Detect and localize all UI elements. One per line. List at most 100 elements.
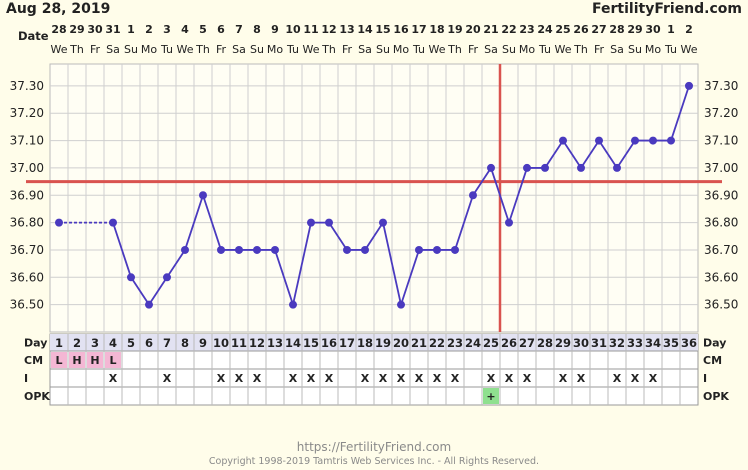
intercourse-mark: X: [163, 372, 172, 385]
weekday-label: Th: [573, 43, 588, 56]
y-tick-label-left: 36.80: [10, 216, 44, 230]
date-label: 14: [357, 23, 373, 36]
intercourse-mark: X: [415, 372, 424, 385]
temperature-point: [613, 163, 621, 172]
temperature-segment: [166, 249, 186, 278]
weekday-label: Tu: [160, 43, 173, 56]
opk-row-label-right: OPK: [703, 390, 729, 403]
temperature-segment: [364, 222, 384, 251]
weekday-label: Tu: [538, 43, 551, 56]
date-label: 26: [573, 23, 589, 36]
intercourse-mark: X: [307, 372, 316, 385]
temperature-point: [163, 273, 171, 282]
date-label: 19: [447, 23, 462, 36]
weekday-label: Mo: [519, 43, 535, 56]
opk-value: +: [486, 390, 495, 403]
footer-url: https://FertilityFriend.com: [296, 440, 452, 454]
cm-value: H: [72, 354, 81, 367]
day-number: 17: [339, 336, 355, 350]
date-label: 13: [339, 23, 354, 36]
temperature-segment: [472, 167, 492, 196]
weekday-label: Sa: [232, 43, 246, 56]
temperature-segment: [112, 222, 132, 278]
temperature-segment: [148, 276, 168, 306]
cm-cell: [87, 352, 103, 368]
temperature-point: [631, 136, 639, 145]
temperature-segment: [508, 167, 528, 223]
temperature-point: [325, 218, 333, 227]
intercourse-mark: X: [577, 372, 586, 385]
date-label: 17: [411, 23, 426, 36]
weekday-label: Th: [69, 43, 84, 56]
temperature-segment: [400, 249, 420, 305]
temperature-point: [649, 136, 657, 145]
temperature-segment: [490, 167, 510, 223]
intercourse-mark: X: [289, 372, 298, 385]
date-label: 7: [235, 23, 243, 36]
temperature-point: [289, 300, 297, 309]
y-tick-label-left: 36.90: [10, 188, 44, 202]
day-number: 32: [609, 336, 625, 350]
chart-date-title: Aug 28, 2019: [6, 1, 111, 17]
opk-row-label-left: OPK: [24, 390, 50, 403]
weekday-label: We: [555, 43, 572, 56]
y-tick-label-right: 36.80: [704, 216, 738, 230]
temperature-point: [559, 136, 567, 145]
date-label: 1: [127, 23, 135, 36]
weekday-label: Tu: [412, 43, 425, 56]
day-number: 30: [573, 336, 589, 350]
temperature-segment: [292, 222, 312, 305]
date-label: 24: [537, 23, 553, 36]
intercourse-mark: X: [559, 372, 568, 385]
day-number: 8: [181, 336, 189, 350]
date-label: 2: [145, 23, 153, 36]
intercourse-mark: X: [361, 372, 370, 385]
temperature-point: [253, 245, 261, 254]
date-label: 3: [163, 23, 171, 36]
weekday-label: Tu: [286, 43, 299, 56]
intercourse-mark: X: [487, 372, 496, 385]
weekday-label: We: [51, 43, 68, 56]
date-label: 30: [87, 23, 103, 36]
temperature-point: [415, 245, 423, 254]
intercourse-mark: X: [505, 372, 514, 385]
intercourse-mark: X: [397, 372, 406, 385]
y-tick-label-left: 37.00: [10, 161, 44, 175]
weekday-label: Su: [502, 43, 516, 56]
cm-cell: [105, 352, 121, 368]
weekday-label: We: [429, 43, 446, 56]
intercourse-mark: X: [109, 372, 118, 385]
day-number: 24: [465, 336, 481, 350]
date-label: 30: [645, 23, 661, 36]
weekday-label: Su: [124, 43, 138, 56]
i-row-label-right: I: [703, 372, 707, 385]
date-label: 1: [667, 23, 675, 36]
cm-value: H: [90, 354, 99, 367]
intercourse-mark: X: [235, 372, 244, 385]
day-number: 29: [555, 336, 571, 350]
date-label: 23: [519, 23, 534, 36]
temperature-point: [577, 163, 585, 172]
y-tick-label-left: 37.30: [10, 79, 44, 93]
day-number: 34: [645, 336, 661, 350]
temperature-point: [541, 163, 549, 172]
intercourse-mark: X: [631, 372, 640, 385]
intercourse-mark: X: [325, 372, 334, 385]
date-label: 2: [685, 23, 693, 36]
temperature-segment: [598, 140, 618, 169]
date-label: 20: [465, 23, 481, 36]
day-number: 7: [163, 336, 171, 350]
day-number: 15: [303, 336, 319, 350]
y-tick-label-right: 36.70: [704, 243, 738, 257]
temperature-segment: [202, 194, 222, 251]
weekday-label: Fr: [90, 43, 101, 56]
bbt-chart: Date 28We29Th30Fr31Sa1Su2Mo3Tu4We5Th6Fr7S…: [10, 23, 738, 406]
weekday-label: Mo: [141, 43, 157, 56]
intercourse-mark: X: [451, 372, 460, 385]
date-label: 8: [253, 23, 261, 36]
y-tick-label-right: 37.20: [704, 106, 738, 120]
day-row-label-right: Day: [703, 337, 726, 350]
date-label: 28: [51, 23, 66, 36]
day-number: 1: [55, 336, 63, 350]
weekday-label: Th: [195, 43, 210, 56]
